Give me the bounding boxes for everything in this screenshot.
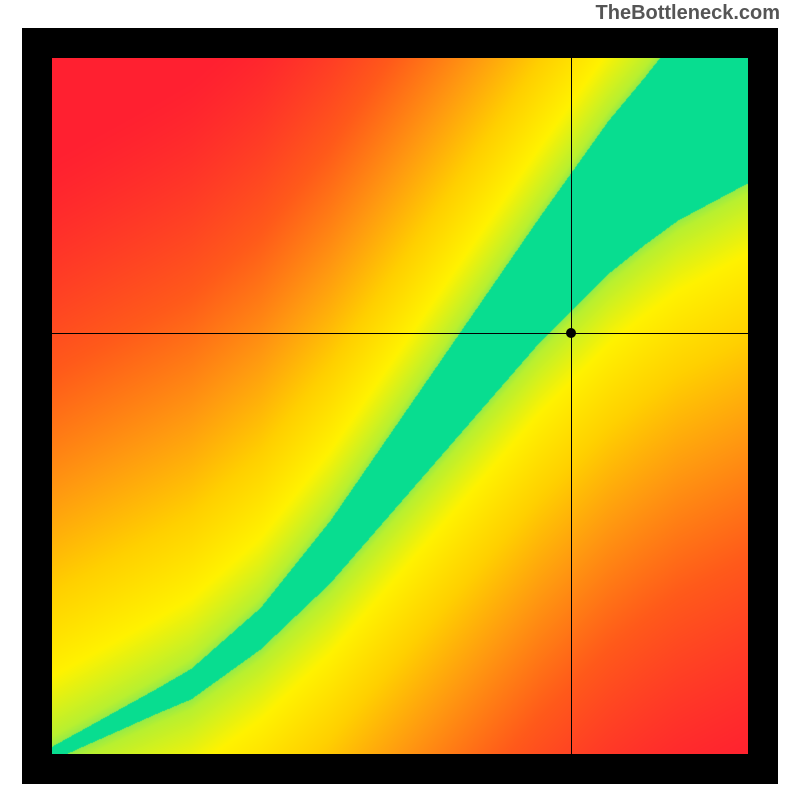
crosshair-marker-dot: [566, 328, 576, 338]
watermark-text: TheBottleneck.com: [596, 2, 780, 25]
heatmap-frame: [22, 28, 778, 784]
bottleneck-heatmap: [52, 58, 748, 754]
chart-container: TheBottleneck.com: [0, 0, 800, 800]
